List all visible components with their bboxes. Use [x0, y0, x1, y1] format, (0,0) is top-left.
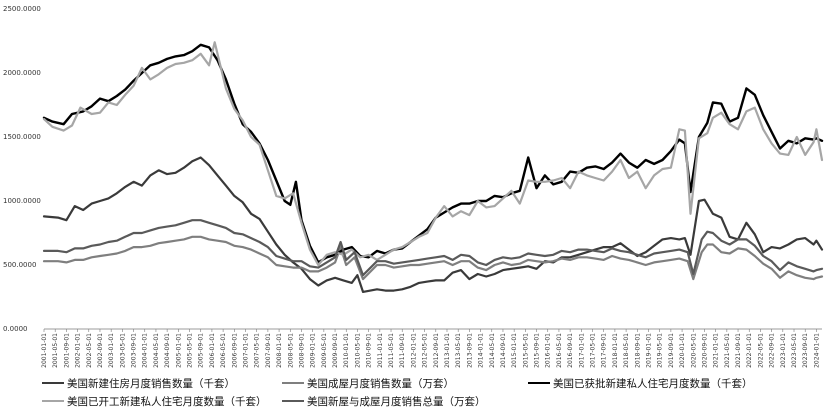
x-tick-label: 2004-01-01: [142, 333, 149, 368]
x-tick-label: 2001-01-01: [41, 333, 48, 368]
x-tick-label: 2010-01-01: [343, 333, 350, 368]
x-tick-label: 2001-09-01: [63, 333, 70, 368]
x-tick-label: 2003-05-01: [119, 333, 126, 368]
x-tick-label: 2007-01-01: [242, 333, 249, 368]
x-tick-label: 2020-09-01: [701, 333, 708, 368]
x-tick-label: 2018-01-01: [612, 333, 619, 368]
x-tick-label: 2006-09-01: [231, 333, 238, 368]
x-tick-label: 2020-05-01: [690, 333, 697, 368]
x-tick-label: 2021-09-01: [735, 333, 742, 368]
x-tick-label: 2007-09-01: [265, 333, 272, 368]
x-tick-label: 2014-05-01: [489, 333, 496, 368]
x-tick-label: 2006-05-01: [220, 333, 227, 368]
x-tick-label: 2001-05-01: [52, 333, 59, 368]
series-line-0: [42, 156, 824, 293]
x-tick-label: 2017-05-01: [590, 333, 597, 368]
series-line-4: [42, 219, 824, 277]
x-tick-label: 2023-05-01: [791, 333, 798, 368]
x-tick-label: 2015-05-01: [522, 333, 529, 368]
y-tick-label: 0.0000: [3, 325, 28, 333]
x-tick-label: 2008-05-01: [287, 333, 294, 368]
x-tick-label: 2019-09-01: [668, 333, 675, 368]
y-tick-label: 1500.0000: [3, 133, 41, 141]
x-tick-label: 2009-01-01: [310, 333, 317, 368]
x-tick-label: 2019-05-01: [657, 333, 664, 368]
x-tick-label: 2013-01-01: [444, 333, 451, 368]
x-tick-label: 2002-01-01: [75, 333, 82, 368]
x-tick-label: 2015-01-01: [511, 333, 518, 368]
x-tick-label: 2024-01-01: [813, 333, 820, 368]
x-tick-label: 2016-05-01: [556, 333, 563, 368]
x-tick-label: 2012-01-01: [410, 333, 417, 368]
series-line-3: [42, 41, 824, 267]
x-tick-label: 2010-09-01: [366, 333, 373, 368]
x-tick-label: 2005-09-01: [198, 333, 205, 368]
x-tick-label: 2014-01-01: [478, 333, 485, 368]
x-tick-label: 2021-05-01: [724, 333, 731, 368]
y-tick-label: 2500.0000: [3, 5, 41, 13]
x-tick-label: 2005-01-01: [175, 333, 182, 368]
x-tick-label: 2020-01-01: [679, 333, 686, 368]
x-tick-label: 2008-09-01: [298, 333, 305, 368]
x-tick-label: 2011-09-01: [399, 333, 406, 368]
x-tick-label: 2017-01-01: [578, 333, 585, 368]
x-tick-label: 2016-01-01: [545, 333, 552, 368]
x-tick-label: 2004-05-01: [153, 333, 160, 368]
x-tick-label: 2008-01-01: [276, 333, 283, 368]
x-tick-label: 2005-05-01: [187, 333, 194, 368]
x-tick-label: 2011-01-01: [377, 333, 384, 368]
x-tick-label: 2022-09-01: [769, 333, 776, 368]
x-tick-label: 2021-01-01: [713, 333, 720, 368]
x-tick-label: 2011-05-01: [388, 333, 395, 368]
y-tick-label: 500.0000: [3, 261, 36, 269]
x-tick-label: 2013-09-01: [466, 333, 473, 368]
x-tick-label: 2023-09-01: [802, 333, 809, 368]
series-line-2: [42, 43, 824, 264]
x-tick-label: 2006-01-01: [209, 333, 216, 368]
x-tick-label: 2010-05-01: [354, 333, 361, 368]
x-tick-label: 2004-09-01: [164, 333, 171, 368]
x-tick-label: 2002-09-01: [97, 333, 104, 368]
x-tick-label: 2018-09-01: [634, 333, 641, 368]
x-tick-label: 2017-09-01: [601, 333, 608, 368]
x-tick-label: 2022-05-01: [757, 333, 764, 368]
x-tick-label: 2012-05-01: [422, 333, 429, 368]
x-tick-label: 2012-09-01: [433, 333, 440, 368]
x-tick-label: 2019-01-01: [645, 333, 652, 368]
series-line-1: [42, 235, 824, 281]
x-tick-label: 2003-01-01: [108, 333, 115, 368]
y-tick-label: 1000.0000: [3, 197, 41, 205]
x-tick-label: 2023-01-01: [780, 333, 787, 368]
x-tick-label: 2016-09-01: [567, 333, 574, 368]
x-tick-label: 2009-05-01: [321, 333, 328, 368]
x-tick-label: 2013-05-01: [455, 333, 462, 368]
x-tick-label: 2003-09-01: [131, 333, 138, 368]
x-tick-label: 2014-09-01: [500, 333, 507, 368]
x-tick-label: 2015-09-01: [534, 333, 541, 368]
x-tick-label: 2018-05-01: [623, 333, 630, 368]
x-tick-label: 2002-05-01: [86, 333, 93, 368]
x-tick-label: 2007-05-01: [254, 333, 261, 368]
x-tick-label: 2009-09-01: [332, 333, 339, 368]
y-tick-label: 2000.0000: [3, 69, 41, 77]
x-tick-label: 2022-01-01: [746, 333, 753, 368]
